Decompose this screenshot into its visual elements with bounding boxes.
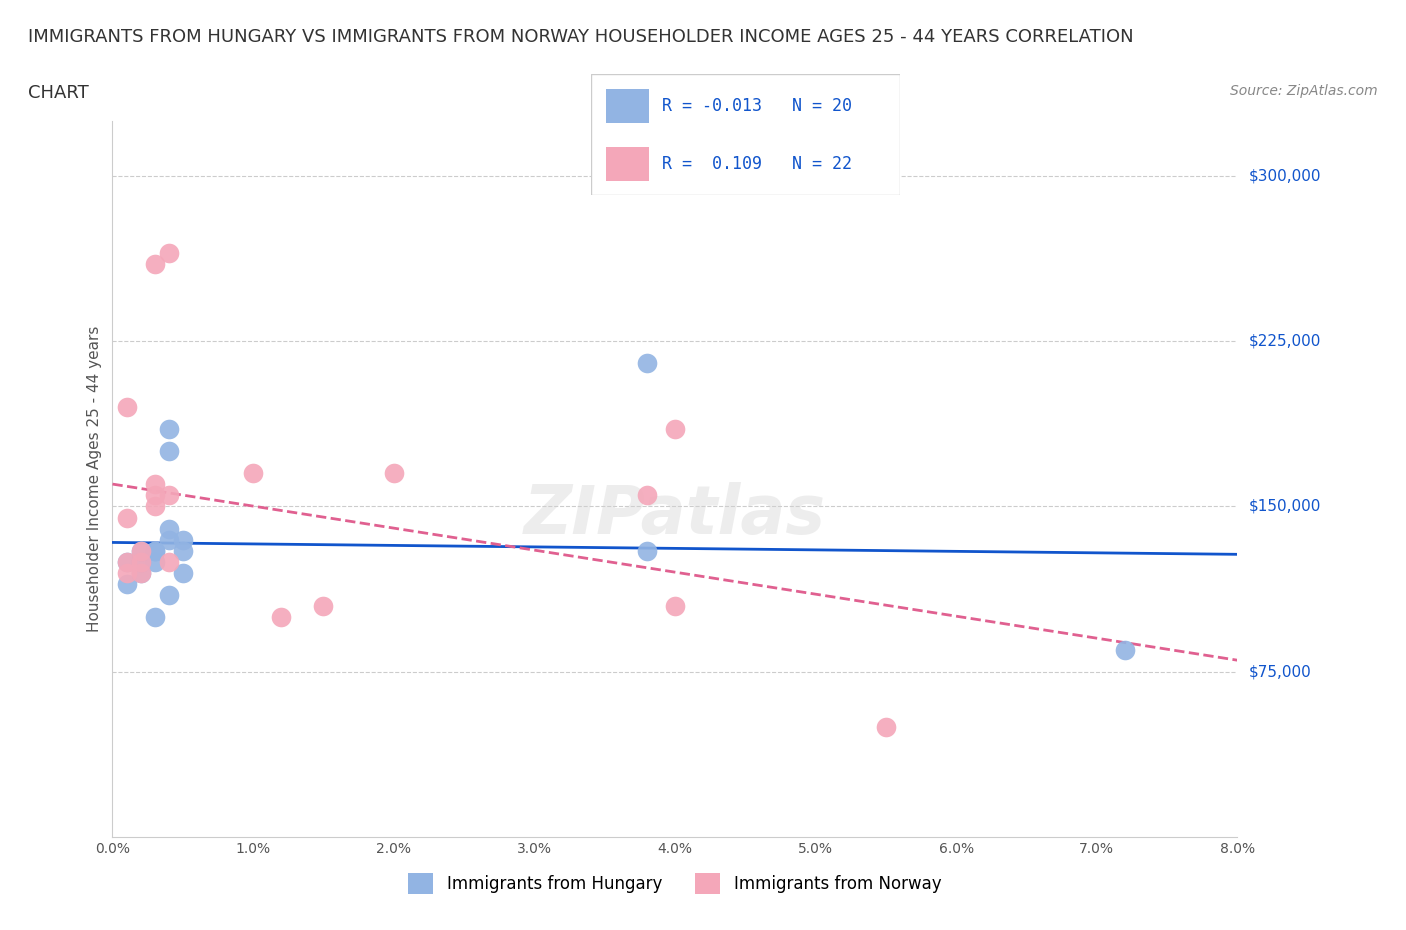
FancyBboxPatch shape	[606, 89, 650, 123]
Point	[157, 532, 180, 547]
FancyBboxPatch shape	[606, 147, 650, 180]
Point	[129, 543, 152, 558]
Point	[115, 400, 138, 415]
Point	[270, 609, 292, 624]
Y-axis label: Householder Income Ages 25 - 44 years: Householder Income Ages 25 - 44 years	[87, 326, 103, 632]
Text: ZIPatlas: ZIPatlas	[524, 482, 825, 548]
Point	[157, 422, 180, 437]
Point	[1114, 643, 1136, 658]
Point	[664, 598, 686, 613]
Point	[143, 488, 166, 503]
Point	[115, 565, 138, 580]
Point	[129, 554, 152, 569]
Text: $75,000: $75,000	[1249, 664, 1312, 679]
Point	[129, 554, 152, 569]
Point	[115, 554, 138, 569]
Point	[157, 488, 180, 503]
FancyBboxPatch shape	[591, 74, 900, 195]
Point	[875, 720, 897, 735]
Point	[143, 609, 166, 624]
Point	[157, 246, 180, 260]
Point	[129, 543, 152, 558]
Point	[636, 356, 658, 371]
Point	[172, 565, 194, 580]
Text: R =  0.109   N = 22: R = 0.109 N = 22	[662, 155, 852, 173]
Text: $150,000: $150,000	[1249, 499, 1320, 514]
Point	[115, 510, 138, 525]
Point	[172, 543, 194, 558]
Point	[143, 257, 166, 272]
Point	[143, 477, 166, 492]
Point	[129, 565, 152, 580]
Point	[157, 554, 180, 569]
Point	[115, 577, 138, 591]
Point	[382, 466, 405, 481]
Text: IMMIGRANTS FROM HUNGARY VS IMMIGRANTS FROM NORWAY HOUSEHOLDER INCOME AGES 25 - 4: IMMIGRANTS FROM HUNGARY VS IMMIGRANTS FR…	[28, 28, 1133, 46]
Point	[636, 543, 658, 558]
Point	[312, 598, 335, 613]
Text: R = -0.013   N = 20: R = -0.013 N = 20	[662, 97, 852, 114]
Text: Source: ZipAtlas.com: Source: ZipAtlas.com	[1230, 84, 1378, 98]
Point	[157, 587, 180, 602]
Text: $300,000: $300,000	[1249, 168, 1320, 183]
Point	[664, 422, 686, 437]
Point	[143, 499, 166, 514]
Point	[636, 488, 658, 503]
Point	[115, 554, 138, 569]
Text: $225,000: $225,000	[1249, 334, 1320, 349]
Legend: Immigrants from Hungary, Immigrants from Norway: Immigrants from Hungary, Immigrants from…	[402, 867, 948, 900]
Point	[143, 543, 166, 558]
Text: CHART: CHART	[28, 84, 89, 101]
Point	[143, 554, 166, 569]
Point	[172, 532, 194, 547]
Point	[157, 444, 180, 458]
Point	[157, 521, 180, 536]
Point	[242, 466, 264, 481]
Point	[129, 565, 152, 580]
Point	[143, 543, 166, 558]
